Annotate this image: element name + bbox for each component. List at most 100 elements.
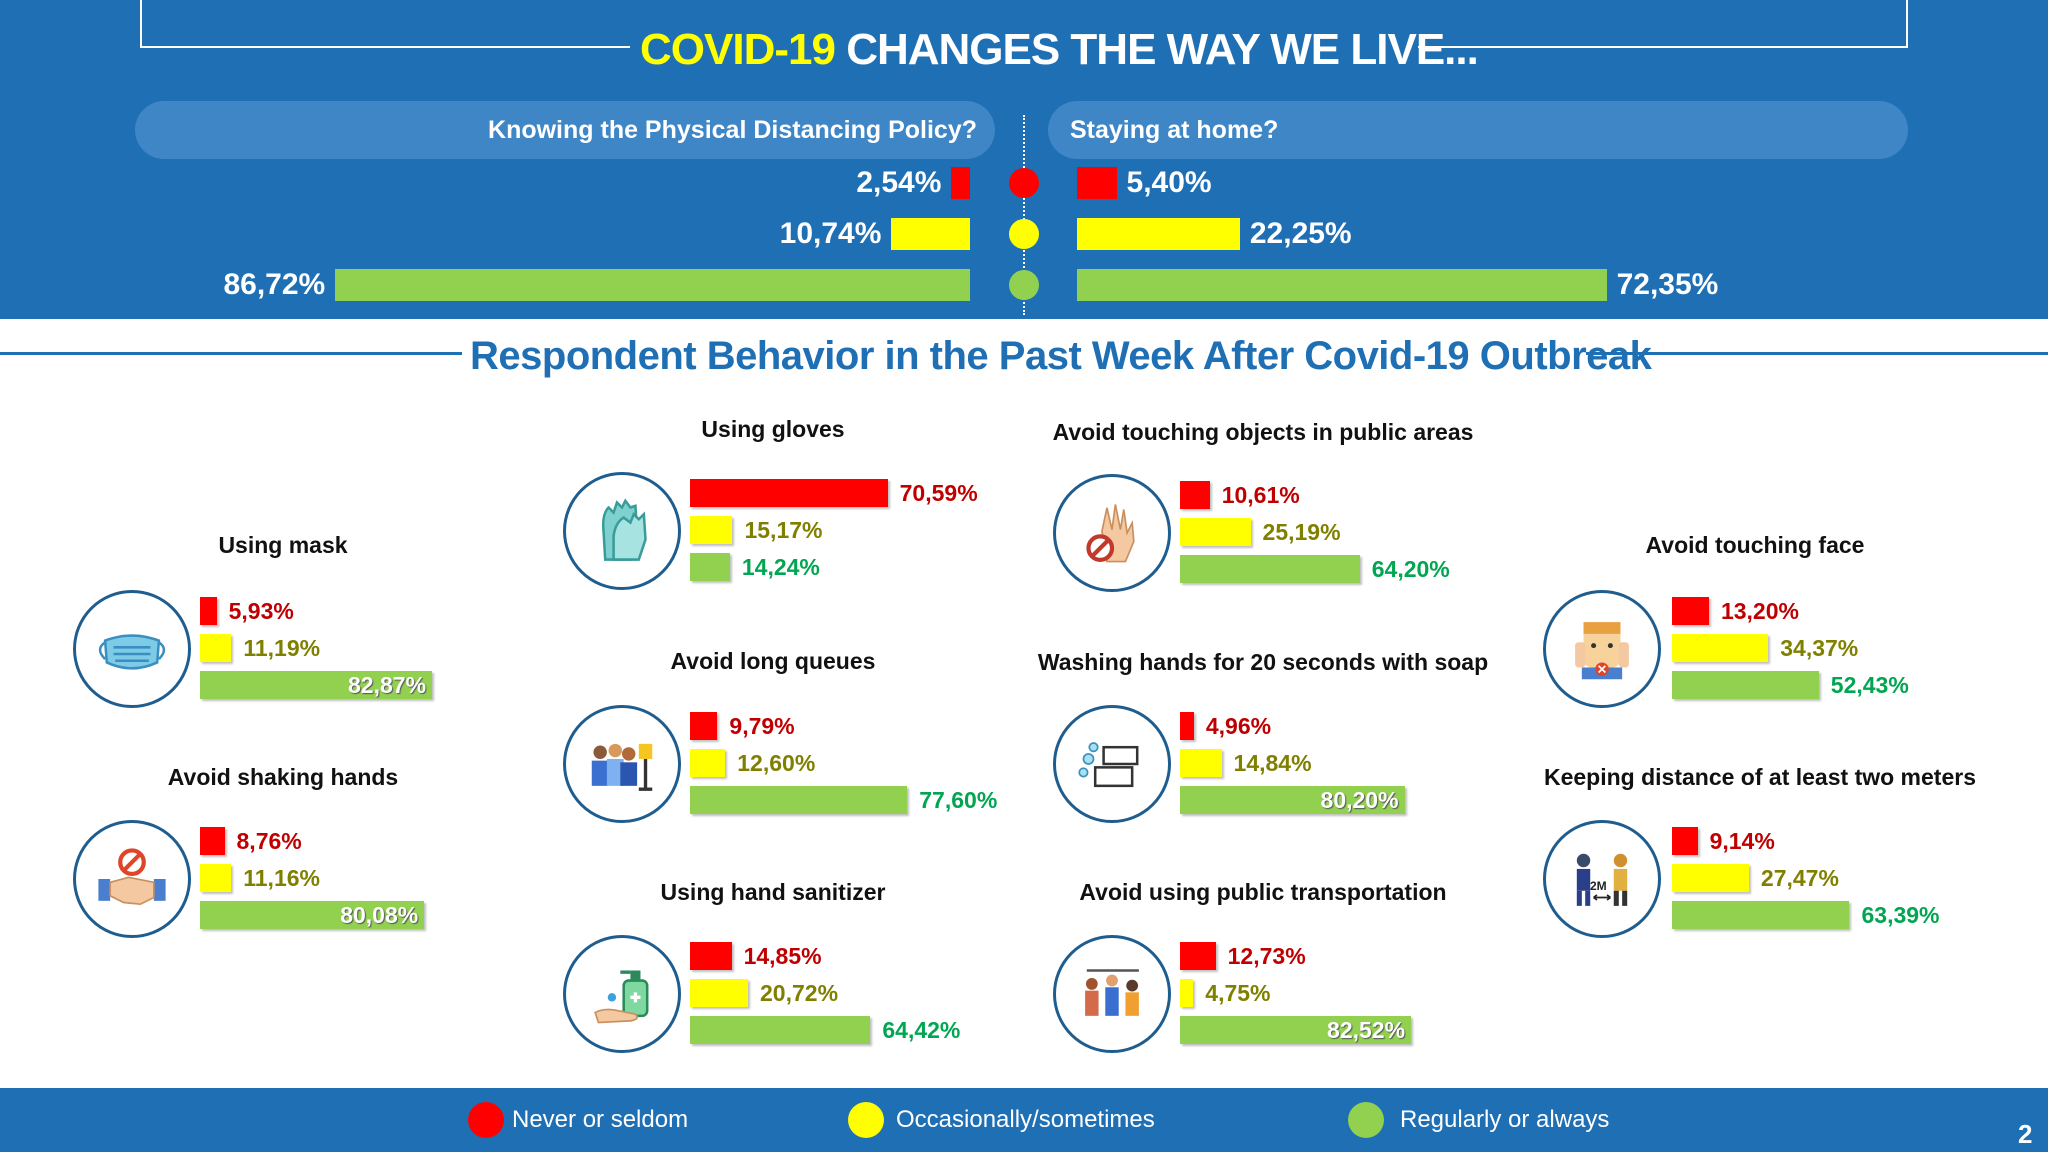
behavior-panels: Using mask 5,93% 11,19% 82,87% Avoid shaking… [73, 416, 1976, 1053]
left-bar-label-never: 2,54% [856, 166, 942, 199]
legend-red-dot [468, 1102, 504, 1138]
bar-label-avoid-using-public-transportation-regularly: 82,52% [1327, 1017, 1406, 1043]
panel-title-washing-hands-for-20-seconds-with-soap: Washing hands for 20 seconds with soap [1037, 649, 1489, 675]
panel-title-using-hand-sanitizer: Using hand sanitizer [660, 879, 886, 905]
bar-avoid-long-queues-regularly [690, 786, 908, 814]
bar-label-avoid-touching-objects-in-public-areas-regularly: 64,20% [1371, 556, 1450, 582]
bar-label-washing-hands-for-20-seconds-with-soap-regularly: 80,20% [1320, 787, 1399, 813]
bar-label-avoid-shaking-hands-regularly: 80,08% [340, 902, 419, 928]
bar-keeping-distance-of-at-least-two-meters-never [1672, 827, 1698, 855]
bar-washing-hands-for-20-seconds-with-soap-never [1180, 712, 1194, 740]
bar-keeping-distance-of-at-least-two-meters-regularly [1672, 901, 1850, 929]
bar-label-keeping-distance-of-at-least-two-meters-regularly: 63,39% [1861, 902, 1940, 928]
right-question-pill: Staying at home? [1048, 101, 1908, 159]
bar-label-washing-hands-for-20-seconds-with-soap-occasionally: 14,84% [1233, 750, 1312, 776]
center-dot-never [1009, 168, 1039, 198]
bar-label-avoid-touching-face-never: 13,20% [1720, 598, 1799, 624]
distance-icon: 2M [1543, 820, 1661, 938]
bar-washing-hands-for-20-seconds-with-soap-occasionally [1180, 749, 1222, 777]
main-title: COVID-19 CHANGES THE WAY WE LIVE... [640, 22, 1479, 78]
bar-using-gloves-occasionally [690, 516, 733, 544]
bar-label-using-hand-sanitizer-never: 14,85% [743, 943, 822, 969]
left-bar-never [951, 167, 970, 199]
left-bar-label-regularly: 86,72% [223, 268, 326, 301]
main-title-covid: COVID-19 [640, 25, 836, 74]
bar-avoid-touching-face-regularly [1672, 671, 1819, 699]
sanitizer-icon [563, 935, 681, 1053]
bar-avoid-touching-objects-in-public-areas-regularly [1180, 555, 1360, 583]
main-title-rest: CHANGES THE WAY WE LIVE... [846, 25, 1479, 74]
bar-label-avoid-touching-face-regularly: 52,43% [1830, 672, 1909, 698]
bar-avoid-touching-objects-in-public-areas-occasionally [1180, 518, 1251, 546]
panel-title-avoid-long-queues: Avoid long queues [670, 648, 876, 674]
panel-title-keeping-distance-of-at-least-two-meters: Keeping distance of at least two meters [1543, 764, 1976, 790]
bar-avoid-touching-objects-in-public-areas-never [1180, 481, 1210, 509]
center-dot-occasionally [1009, 219, 1039, 249]
bar-label-avoid-shaking-hands-occasionally: 11,16% [243, 865, 320, 891]
bar-label-avoid-shaking-hands-never: 8,76% [236, 828, 302, 854]
title-frame-left [140, 0, 142, 48]
transport-icon [1053, 935, 1171, 1053]
panel-title-avoid-using-public-transportation: Avoid using public transportation [1079, 879, 1447, 905]
bar-label-using-hand-sanitizer-regularly: 64,42% [882, 1017, 961, 1043]
bar-avoid-touching-face-never [1672, 597, 1709, 625]
bar-avoid-long-queues-occasionally [690, 749, 726, 777]
legend-band [0, 1088, 2048, 1152]
gloves-icon [563, 472, 681, 590]
panel-title-avoid-touching-objects-in-public-areas: Avoid touching objects in public areas [1052, 419, 1474, 445]
left-question: Knowing the Physical Distancing Policy? [488, 116, 977, 144]
right-bar-label-never: 5,40% [1126, 166, 1212, 199]
bar-avoid-using-public-transportation-occasionally [1180, 979, 1194, 1007]
bar-avoid-shaking-hands-never [200, 827, 225, 855]
right-bar-occasionally [1077, 218, 1240, 250]
bar-label-washing-hands-for-20-seconds-with-soap-never: 4,96% [1205, 713, 1272, 739]
queue-icon [563, 705, 681, 823]
left-bar-occasionally [891, 218, 970, 250]
panel-title-avoid-shaking-hands: Avoid shaking hands [167, 764, 399, 790]
legend-regularly: Regularly or always [1400, 1106, 1610, 1133]
legend-never: Never or seldom [512, 1106, 689, 1133]
right-bar-never [1077, 167, 1117, 199]
left-bar-regularly [335, 269, 970, 301]
handwash-icon [1053, 705, 1171, 823]
bar-label-avoid-using-public-transportation-never: 12,73% [1227, 943, 1306, 969]
legend-yellow-dot [848, 1102, 884, 1138]
left-bar-label-occasionally: 10,74% [779, 217, 882, 250]
bar-avoid-long-queues-never [690, 712, 718, 740]
bar-label-avoid-touching-face-occasionally: 34,37% [1780, 635, 1859, 661]
bar-using-mask-occasionally [200, 634, 232, 662]
bar-keeping-distance-of-at-least-two-meters-occasionally [1672, 864, 1749, 892]
bar-label-using-mask-regularly: 82,87% [348, 672, 427, 698]
title-frame-right [1906, 0, 1908, 48]
title-frame-line-left [140, 46, 630, 48]
bar-label-using-gloves-occasionally: 15,17% [744, 517, 823, 543]
bar-using-hand-sanitizer-occasionally [690, 979, 749, 1007]
bar-label-using-mask-never: 5,93% [228, 598, 294, 624]
center-dot-regularly [1009, 270, 1039, 300]
face-icon [1543, 590, 1661, 708]
bar-label-using-gloves-regularly: 14,24% [741, 554, 820, 580]
right-bar-label-occasionally: 22,25% [1249, 217, 1352, 250]
bar-washing-hands-for-20-seconds-with-soap-regularly [1180, 786, 1405, 814]
bar-avoid-using-public-transportation-regularly [1180, 1016, 1412, 1044]
legend-green-dot [1348, 1102, 1384, 1138]
bar-label-avoid-using-public-transportation-occasionally: 4,75% [1205, 980, 1271, 1006]
no-touch-icon [1053, 474, 1171, 592]
legend-occasionally: Occasionally/sometimes [896, 1106, 1155, 1133]
bar-label-using-gloves-never: 70,59% [899, 480, 978, 506]
top-chart: 2,54% 10,74% 86,72% 5,40% 22,25% 72,35% [0, 0, 2048, 319]
bar-label-using-mask-occasionally: 11,19% [243, 635, 321, 661]
section-title: Respondent Behavior in the Past Week Aft… [470, 334, 1652, 378]
bar-using-hand-sanitizer-regularly [690, 1016, 871, 1044]
bar-label-avoid-long-queues-regularly: 77,60% [919, 787, 998, 813]
bar-using-hand-sanitizer-never [690, 942, 732, 970]
panel-title-avoid-touching-face: Avoid touching face [1645, 532, 1865, 558]
section-rule-right [1586, 352, 2048, 355]
panel-title-using-mask: Using mask [218, 532, 348, 558]
right-question: Staying at home? [1070, 116, 1279, 144]
page-number: 2 [2018, 1119, 2033, 1149]
bar-avoid-touching-face-occasionally [1672, 634, 1769, 662]
handshake-icon [73, 820, 191, 938]
bar-label-using-hand-sanitizer-occasionally: 20,72% [760, 980, 839, 1006]
bar-label-keeping-distance-of-at-least-two-meters-occasionally: 27,47% [1760, 865, 1839, 891]
